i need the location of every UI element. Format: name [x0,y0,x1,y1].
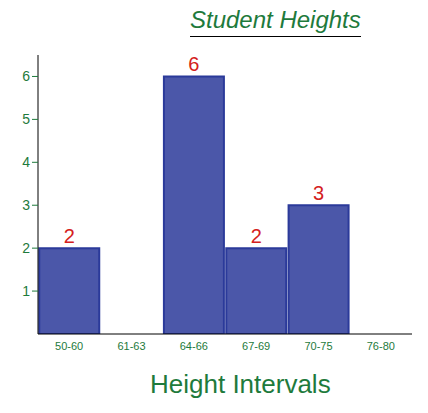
svg-text:6: 6 [22,68,30,84]
svg-text:4: 4 [22,154,30,170]
svg-text:64-66: 64-66 [180,340,208,352]
svg-text:61-63: 61-63 [117,340,145,352]
svg-text:2: 2 [64,225,75,247]
svg-text:50-60: 50-60 [55,340,83,352]
svg-text:5: 5 [22,111,30,127]
svg-text:67-69: 67-69 [242,340,270,352]
svg-text:3: 3 [22,197,30,213]
html-text:Student Heights: Student Heights [190,6,361,33]
svg-text:3: 3 [313,182,324,204]
svg-text:2: 2 [22,240,30,256]
svg-text:1: 1 [22,283,30,299]
svg-text:70-75: 70-75 [304,340,332,352]
svg-text:6: 6 [188,53,199,75]
svg-text:2: 2 [251,225,262,247]
svg-text:76-80: 76-80 [367,340,395,352]
html-text:Height Intervals: Height Intervals [150,369,331,399]
